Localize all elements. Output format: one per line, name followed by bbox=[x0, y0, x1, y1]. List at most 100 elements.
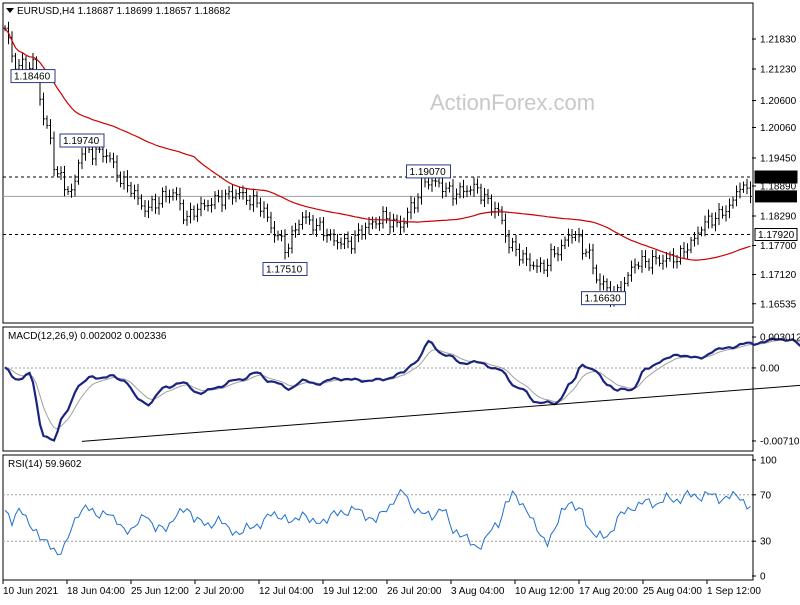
header-dropdown-icon[interactable] bbox=[6, 8, 14, 13]
rsi-axis-label: 70 bbox=[760, 490, 772, 501]
price-bar bbox=[297, 219, 301, 235]
price-bar bbox=[721, 206, 724, 219]
price-bar bbox=[437, 176, 441, 188]
price-bar bbox=[689, 236, 693, 254]
price-bar bbox=[336, 233, 339, 250]
price-bar bbox=[528, 253, 532, 272]
price-bar bbox=[133, 184, 136, 200]
price-bar bbox=[115, 155, 119, 183]
price-bar bbox=[248, 194, 252, 211]
price-bar bbox=[479, 183, 483, 205]
price-bar bbox=[682, 242, 686, 259]
price-bar bbox=[185, 210, 189, 226]
price-bar bbox=[283, 229, 287, 260]
rsi-panel-title: RSI(14) 59.9602 bbox=[8, 459, 82, 470]
price-bar bbox=[304, 209, 308, 225]
price-bar bbox=[567, 228, 570, 247]
price-bar bbox=[171, 188, 175, 201]
price-bar bbox=[227, 186, 231, 200]
moving-average-line bbox=[4, 27, 751, 261]
macd-axis-label: -0.007109 bbox=[760, 436, 800, 447]
price-bar bbox=[140, 194, 143, 210]
macd-axis-label: 0.003012 bbox=[760, 333, 800, 344]
price-bar bbox=[315, 218, 318, 237]
price-bar bbox=[108, 152, 112, 163]
price-bar bbox=[497, 202, 500, 216]
price-bar bbox=[672, 248, 675, 269]
price-bar bbox=[157, 196, 161, 215]
price-bar bbox=[343, 233, 346, 250]
price-bar bbox=[525, 247, 528, 266]
price-level-label-box bbox=[754, 170, 798, 184]
price-bar bbox=[535, 259, 539, 273]
macd-axis-label: 0.00 bbox=[760, 363, 780, 374]
price-bar bbox=[518, 243, 521, 266]
price-bar bbox=[364, 222, 367, 240]
price-axis-label: 1.20060 bbox=[760, 123, 797, 134]
price-annotation: 1.19740 bbox=[63, 136, 100, 147]
price-bar bbox=[626, 271, 630, 287]
price-bar bbox=[224, 189, 227, 210]
price-bar bbox=[483, 187, 486, 207]
price-bar bbox=[462, 179, 465, 199]
price-bar bbox=[259, 197, 262, 217]
price-bar bbox=[164, 185, 168, 203]
price-bar bbox=[231, 184, 234, 205]
price-axis-label: 1.16535 bbox=[760, 299, 797, 310]
price-bar bbox=[749, 181, 752, 204]
x-axis-label: 1 Sep 12:00 bbox=[707, 586, 761, 597]
x-axis-label: 10 Aug 12:00 bbox=[515, 586, 574, 597]
price-bar bbox=[280, 230, 283, 242]
price-bar bbox=[710, 212, 714, 229]
price-bar bbox=[637, 261, 640, 270]
price-bar bbox=[714, 212, 717, 232]
price-bar bbox=[220, 189, 224, 213]
price-bar bbox=[311, 214, 315, 236]
price-annotation-box bbox=[581, 291, 626, 306]
price-bar bbox=[542, 259, 546, 274]
price-bar bbox=[56, 166, 59, 178]
price-bar bbox=[287, 243, 290, 258]
price-bar bbox=[717, 202, 721, 226]
price-bar bbox=[318, 217, 322, 231]
price-bar bbox=[441, 176, 444, 199]
price-bar bbox=[70, 183, 73, 198]
price-bar bbox=[556, 247, 560, 262]
watermark: ActionForex.com bbox=[430, 90, 595, 115]
price-bar bbox=[21, 52, 24, 72]
price-bar bbox=[399, 215, 402, 235]
price-bar bbox=[724, 205, 728, 222]
price-bar bbox=[290, 225, 294, 254]
price-bar bbox=[269, 211, 273, 234]
price-bar bbox=[448, 181, 451, 193]
macd-trendline bbox=[81, 384, 800, 442]
price-bar bbox=[122, 170, 126, 190]
price-bar bbox=[745, 178, 749, 195]
macd-layer bbox=[3, 337, 800, 442]
price-bar bbox=[143, 200, 147, 218]
price-bar bbox=[486, 188, 490, 205]
price-bar bbox=[175, 187, 178, 201]
price-bar bbox=[105, 149, 108, 164]
last-price-label-box bbox=[755, 190, 797, 203]
price-bar bbox=[266, 203, 269, 222]
price-bar bbox=[371, 216, 374, 230]
x-axis-label: 10 Jun 2021 bbox=[3, 586, 58, 597]
price-bar bbox=[273, 221, 276, 243]
price-bar bbox=[49, 119, 52, 145]
price-bar bbox=[161, 187, 164, 208]
price-bar bbox=[234, 189, 238, 203]
price-bar bbox=[458, 182, 462, 199]
price-bar bbox=[444, 182, 448, 198]
price-bar bbox=[77, 159, 80, 185]
price-bar bbox=[66, 186, 70, 195]
price-bar bbox=[119, 171, 122, 188]
price-annotation: 1.16630 bbox=[585, 294, 622, 305]
x-axis-label: 19 Jul 12:00 bbox=[323, 586, 378, 597]
price-bar bbox=[427, 177, 430, 190]
price-bar bbox=[570, 229, 574, 244]
x-axis-label: 2 Jul 20:00 bbox=[195, 586, 244, 597]
price-bar bbox=[350, 236, 353, 254]
price-bar bbox=[630, 260, 633, 282]
price-bar bbox=[322, 216, 325, 241]
